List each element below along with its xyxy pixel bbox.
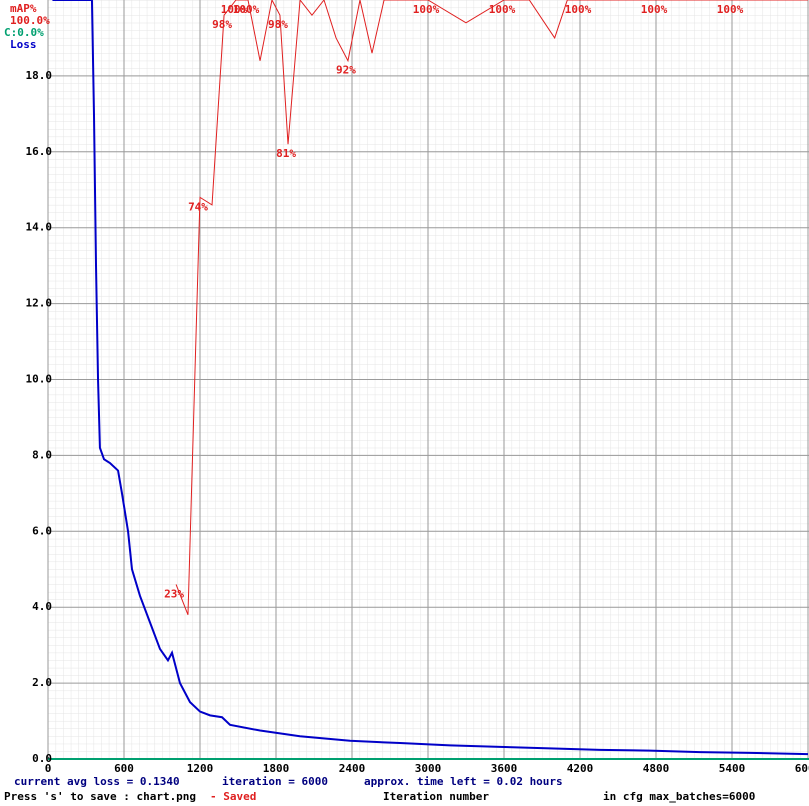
y-tick-label: 12.0 <box>26 297 53 310</box>
status-cfg: in cfg max_batches=6000 <box>603 790 755 803</box>
value-label: 100% <box>717 3 744 16</box>
x-tick-label: 2400 <box>339 762 366 775</box>
y-tick-label: 14.0 <box>26 221 53 234</box>
value-label: 81% <box>276 147 296 160</box>
value-label: 100% <box>565 3 592 16</box>
x-tick-label: 1800 <box>263 762 290 775</box>
value-label: 100% <box>233 3 260 16</box>
labels: 0.0 2.0 4.0 6.0 8.0 10.0 12.0 14.0 16.0 18.0 0 600 1… <box>26 69 809 775</box>
x-axis-label: Iteration number <box>383 790 489 803</box>
legend-c: C:0.0% <box>4 26 44 39</box>
value-label: 23% <box>164 587 184 600</box>
x-tick-label: 5400 <box>719 762 746 775</box>
x-tick-label: 3000 <box>415 762 442 775</box>
value-label: 100% <box>641 3 668 16</box>
status-time: approx. time left = 0.02 hours <box>364 775 563 788</box>
plot: 23%74%98%100%100%98%81%92%100% 100% 100% 10… <box>52 0 809 756</box>
x-tick-label: 3600 <box>491 762 518 775</box>
x-tick-label: 4800 <box>643 762 670 775</box>
value-label: 74% <box>188 200 208 213</box>
value-label: 100% <box>413 3 440 16</box>
status-saved: - Saved <box>210 790 256 803</box>
x-tick-label: 6000 <box>795 762 809 775</box>
value-label: 100% <box>221 3 248 16</box>
y-tick-label: 8.0 <box>32 448 52 461</box>
status-loss: current avg loss = 0.1340 <box>14 775 180 788</box>
value-label: 92% <box>336 64 356 77</box>
value-label: 98% <box>268 18 288 31</box>
status-iteration: iteration = 6000 <box>222 775 328 788</box>
y-tick-label: 2.0 <box>32 676 52 689</box>
series-line <box>175 0 808 615</box>
y-tick-label: 0.0 <box>32 752 52 765</box>
x-tick-label: 4200 <box>567 762 594 775</box>
value-label: 100% <box>489 3 516 16</box>
y-tick-label: 10.0 <box>26 373 53 386</box>
y-tick-label: 6.0 <box>32 524 52 537</box>
x-tick-label: 0 <box>45 762 52 775</box>
legend-best: 100.0% <box>10 14 50 27</box>
legend-map: mAP% <box>10 2 37 15</box>
y-tick-label: 16.0 <box>26 145 53 158</box>
x-tick-label: 1200 <box>187 762 214 775</box>
legend-loss: Loss <box>10 38 37 51</box>
x-tick-label: 600 <box>114 762 134 775</box>
value-label: 98% <box>212 18 232 31</box>
series-line <box>52 0 809 756</box>
y-tick-label: 4.0 <box>32 600 52 613</box>
y-tick-label: 18.0 <box>26 69 53 82</box>
grid <box>47 0 809 760</box>
status-save: Press 's' to save : chart.png <box>4 790 196 803</box>
